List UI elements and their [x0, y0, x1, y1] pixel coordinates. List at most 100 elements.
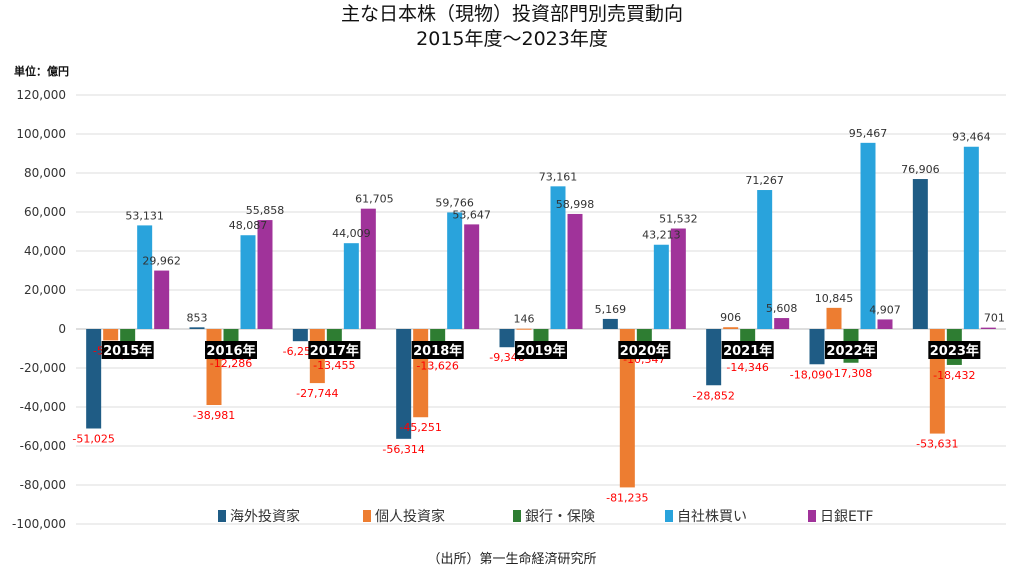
bar — [257, 220, 273, 329]
category-label-bg — [308, 341, 361, 359]
category-label-bg — [411, 341, 464, 359]
data-label: 701 — [984, 312, 1005, 325]
data-label: -45,251 — [399, 421, 441, 434]
bar — [912, 179, 928, 329]
y-tick-label: 80,000 — [24, 166, 66, 180]
data-label: 10,845 — [815, 292, 854, 305]
data-label: 146 — [514, 313, 535, 326]
category-label-bg — [928, 341, 981, 359]
data-label: 5,169 — [595, 303, 627, 316]
legend-label: 自社株買い — [677, 509, 747, 525]
data-label: -13,455 — [313, 359, 355, 372]
legend-swatch — [218, 510, 226, 522]
data-label: 44,009 — [332, 227, 371, 240]
bar — [137, 225, 153, 329]
data-label: 55,858 — [246, 204, 285, 217]
category-label: 2022年 — [826, 343, 875, 359]
data-label: 48,087 — [229, 219, 268, 232]
y-tick-label: 100,000 — [16, 127, 66, 141]
data-label: 61,705 — [355, 193, 394, 206]
data-label: 4,907 — [869, 303, 901, 316]
legend-swatch — [808, 510, 816, 522]
bar — [120, 329, 136, 345]
bar — [619, 329, 635, 488]
data-label: -28,852 — [692, 389, 734, 402]
grid-lines — [76, 94, 1006, 525]
y-tick-label: 40,000 — [24, 244, 66, 258]
bar — [602, 318, 618, 329]
category-label: 2021年 — [723, 343, 772, 359]
category-label: 2020年 — [620, 343, 669, 359]
bar — [963, 146, 979, 329]
data-label: -14,346 — [726, 361, 768, 374]
data-label: -51,025 — [72, 432, 114, 445]
data-label: -18,090 — [790, 368, 832, 381]
data-label: 43,213 — [642, 229, 681, 242]
bar — [240, 235, 256, 329]
bar — [877, 319, 893, 329]
bar — [706, 329, 722, 386]
bars — [86, 142, 996, 488]
bar — [774, 318, 790, 329]
bar — [464, 224, 480, 329]
data-label: 53,131 — [125, 209, 164, 222]
bar — [292, 329, 308, 342]
y-tick-label: 120,000 — [16, 88, 66, 102]
data-label: -18,432 — [933, 369, 975, 382]
bar — [343, 243, 359, 329]
chart-title: 主な日本株（現物）投資部門別売買動向 — [341, 3, 683, 25]
y-tick-label: -40,000 — [20, 400, 66, 414]
data-label: 71,267 — [745, 174, 784, 187]
legend-swatch — [513, 510, 521, 522]
category-label: 2019年 — [516, 343, 565, 359]
category-label: 2017年 — [310, 343, 359, 359]
data-label: 853 — [187, 311, 208, 324]
data-label: 906 — [720, 311, 741, 324]
data-label: 93,464 — [952, 131, 991, 144]
legend-label: 海外投資家 — [230, 508, 300, 525]
y-tick-label: -100,000 — [12, 517, 66, 531]
data-label: 76,906 — [901, 163, 940, 176]
bar — [757, 190, 773, 329]
data-label: 5,608 — [766, 302, 798, 315]
bar — [670, 228, 686, 329]
y-tick-label: -20,000 — [20, 361, 66, 375]
category-label: 2018年 — [413, 343, 462, 359]
bar — [826, 307, 842, 329]
bar — [154, 270, 170, 329]
category-labels: 2015年 2016年 2017年 2018年 2019年 2020年 2021年 2022年… — [101, 341, 981, 359]
chart-subtitle: 2015年度～2023年度 — [416, 28, 608, 50]
bar — [533, 329, 549, 344]
legend: 海外投資家 個人投資家 銀行・保険 自社株買い 日銀ETF — [218, 508, 873, 525]
category-label: 2023年 — [930, 343, 979, 359]
legend-label: 銀行・保険 — [525, 509, 595, 525]
legend-swatch — [363, 510, 371, 522]
category-label-bg — [618, 341, 671, 359]
category-label-bg — [205, 341, 257, 359]
data-label: -13,626 — [416, 360, 458, 373]
bar — [809, 329, 825, 365]
data-label: -17,308 — [830, 367, 872, 380]
category-label: 2015年 — [103, 343, 152, 359]
category-label-bg — [515, 341, 567, 359]
bar — [567, 213, 583, 329]
unit-label: 単位：億円 — [14, 64, 69, 78]
data-label: -27,744 — [296, 387, 338, 400]
category-label-bg — [101, 341, 154, 359]
legend-swatch — [665, 510, 673, 522]
source-note: （出所）第一生命経済研究所 — [427, 551, 596, 567]
bar — [499, 329, 515, 348]
data-label: -53,631 — [916, 438, 958, 451]
data-label: 29,962 — [142, 255, 181, 268]
y-tick-label: -60,000 — [20, 439, 66, 453]
bar — [860, 142, 876, 329]
y-tick-label: -80,000 — [20, 478, 66, 492]
data-label: -12,286 — [210, 357, 252, 370]
bar — [723, 327, 739, 329]
data-label: -81,235 — [606, 491, 648, 504]
y-tick-label: 60,000 — [24, 205, 66, 219]
data-label: -56,314 — [382, 443, 424, 456]
bar — [86, 329, 102, 429]
